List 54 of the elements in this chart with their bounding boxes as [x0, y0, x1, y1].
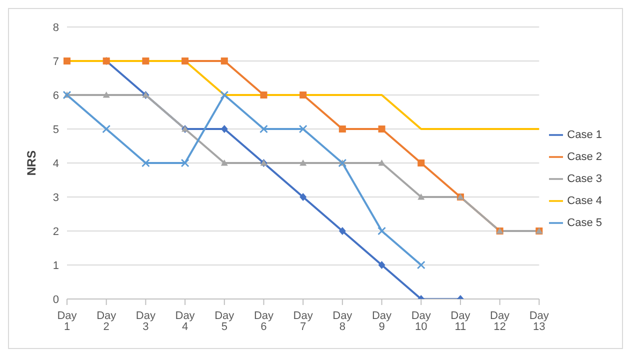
- legend-label: Case 5: [567, 216, 602, 228]
- x-tick-label: Day 8: [332, 310, 353, 333]
- point: [141, 158, 150, 168]
- y-axis-title: NRS: [24, 150, 38, 176]
- point: [300, 92, 307, 98]
- x-tick-label: Day 12: [490, 310, 510, 333]
- x-tick-label: Day 1: [57, 310, 78, 333]
- point: [220, 58, 228, 64]
- x-tick-label: Day 3: [136, 310, 156, 333]
- point: [378, 126, 386, 132]
- point: [300, 160, 307, 166]
- point: [259, 124, 268, 134]
- point: [338, 126, 346, 132]
- y-tick-label: 2: [52, 226, 59, 238]
- x-tick-label: Day 2: [96, 310, 117, 333]
- x-tick-label: Day 5: [214, 310, 235, 333]
- x-tick-label: Day 9: [372, 310, 392, 333]
- y-tick-label: 3: [52, 192, 59, 204]
- y-tick-label: 0: [52, 294, 59, 306]
- point: [64, 58, 70, 64]
- y-tick-label: 7: [52, 56, 59, 68]
- point: [378, 226, 386, 236]
- point: [220, 90, 229, 100]
- legend-label: Case 3: [567, 172, 602, 184]
- point: [260, 92, 268, 98]
- legend-label: Case 1: [567, 128, 602, 140]
- x-tick-label: Day 7: [293, 310, 314, 333]
- x-tick-label: Day 10: [411, 310, 432, 333]
- y-tick-label: 5: [52, 124, 59, 136]
- point: [338, 227, 346, 235]
- x-tick-label: Day 11: [450, 310, 471, 333]
- x-tick-label: Day 6: [254, 310, 274, 333]
- y-tick-label: 6: [52, 90, 59, 102]
- legend-label: Case 4: [567, 194, 602, 206]
- x-tick-label: Day 4: [175, 310, 196, 333]
- point: [180, 158, 190, 168]
- point: [220, 160, 228, 166]
- point: [378, 261, 386, 269]
- point: [142, 58, 150, 64]
- point: [416, 260, 426, 270]
- point: [220, 125, 228, 133]
- x-tick-label: Day 13: [529, 310, 550, 333]
- point: [102, 92, 110, 98]
- point: [418, 160, 425, 166]
- legend-label: Case 2: [567, 150, 602, 162]
- point: [298, 124, 308, 134]
- y-tick-label: 8: [52, 22, 59, 34]
- point: [182, 58, 189, 64]
- point: [418, 194, 425, 200]
- point: [378, 160, 386, 166]
- point: [300, 193, 307, 201]
- y-tick-label: 4: [52, 158, 59, 170]
- y-tick-label: 1: [52, 260, 59, 272]
- point: [102, 124, 111, 134]
